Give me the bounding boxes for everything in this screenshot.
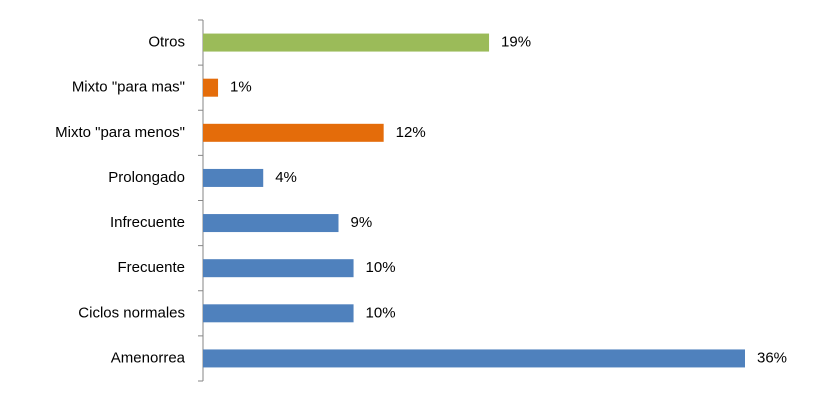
data-label: 19% (501, 34, 531, 51)
data-label: 10% (366, 259, 396, 276)
bar (203, 214, 339, 233)
bar (203, 304, 354, 323)
bar (203, 168, 264, 187)
data-label: 1% (230, 79, 252, 96)
y-tick-label: Otros (148, 34, 185, 51)
y-tick-label: Ciclos normales (78, 304, 185, 321)
bar (203, 78, 219, 97)
data-label: 4% (275, 169, 297, 186)
data-label: 9% (351, 214, 373, 231)
bar (203, 123, 384, 142)
y-tick-label: Prolongado (108, 169, 185, 186)
y-tick-label: Frecuente (117, 259, 185, 276)
data-label: 12% (396, 124, 426, 141)
y-tick-label: Mixto "para mas" (72, 79, 185, 96)
y-tick-label: Amenorrea (111, 349, 186, 366)
bar (203, 259, 354, 278)
data-label: 36% (757, 349, 787, 366)
y-tick-label: Mixto "para menos" (55, 124, 185, 141)
bar (203, 349, 745, 368)
y-tick-label: Infrecuente (110, 214, 185, 231)
data-label: 10% (366, 304, 396, 321)
bar (203, 33, 490, 52)
